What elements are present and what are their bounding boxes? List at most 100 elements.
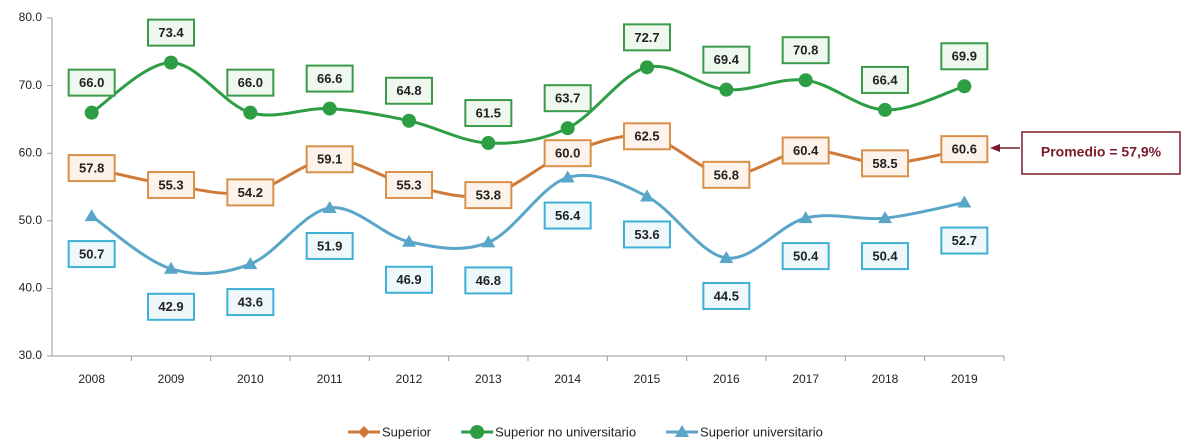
x-tick-label: 2013 [475,372,502,386]
series-line [90,61,965,145]
value-label: 64.8 [396,83,421,98]
marker [798,73,813,88]
value-label-box [940,42,989,71]
marker [243,105,258,120]
marker [481,136,496,151]
marker [164,55,178,70]
marker [243,257,258,270]
marker [164,261,178,274]
value-label: 55.3 [396,177,421,192]
value-label-box [305,64,354,93]
value-label: 69.9 [952,49,977,64]
marker [84,105,99,120]
value-label-box [226,68,275,97]
value-label-box [702,45,751,74]
annotation: Promedio = 57,9% [1041,144,1162,160]
x-tick-label: 2018 [872,372,899,386]
value-label: 62.5 [634,129,659,144]
value-label: 56.4 [555,208,581,223]
value-label: 50.4 [872,249,898,264]
value-label-box [702,160,751,189]
value-label-box [67,240,116,269]
y-tick-label: 30.0 [19,348,43,362]
value-label: 72.7 [634,30,659,45]
marker [957,195,972,208]
value-label-box [464,99,513,128]
value-label: 66.0 [79,75,104,90]
value-label: 55.3 [158,177,183,192]
legend-label: Superior no universitario [495,424,636,439]
marker [402,234,416,247]
marker [675,425,690,437]
value-label-box [861,242,909,271]
value-label-box [940,226,989,255]
value-label-box [543,201,592,230]
y-tick-label: 70.0 [19,78,43,92]
value-label: 60.4 [793,143,819,158]
marker [719,250,734,263]
value-label: 54.2 [238,185,263,200]
value-label: 58.5 [872,156,897,171]
value-label: 46.9 [396,272,421,287]
value-label-box [385,170,433,199]
x-tick-label: 2009 [158,372,185,386]
value-label: 52.7 [952,233,977,248]
x-tick-label: 2016 [713,372,740,386]
value-label-box [543,139,592,168]
value-label: 51.9 [317,238,342,253]
x-tick-label: 2014 [554,372,581,386]
value-label-box [385,76,433,105]
value-label: 60.6 [952,142,977,157]
value-label-box [305,145,354,174]
value-label-box [385,265,433,294]
value-label-box [464,181,513,210]
value-label-box [781,136,830,165]
value-label-box [226,178,275,207]
x-tick-label: 2008 [78,372,105,386]
value-label: 50.7 [79,247,104,262]
value-label-box [781,36,830,65]
value-label-box [702,281,751,310]
value-label-box [67,68,116,97]
value-label: 59.1 [317,152,342,167]
value-label-box [781,242,830,271]
x-tick-label: 2019 [951,372,978,386]
value-label: 69.4 [714,52,740,67]
value-label: 73.4 [158,25,184,40]
value-label-box [464,266,513,295]
marker [402,113,416,128]
value-label: 61.5 [476,105,501,120]
value-label-box [67,154,116,183]
value-label-box [543,84,592,113]
value-label: 66.4 [872,72,898,87]
marker [640,189,654,202]
value-label: 60.0 [555,146,580,161]
series-line [91,134,965,199]
marker [322,200,337,213]
value-label-box [623,220,671,249]
marker [798,211,813,224]
x-tick-label: 2015 [634,372,661,386]
value-label-box [147,292,195,321]
marker [84,209,99,222]
value-label: 44.5 [714,288,739,303]
value-label-box [623,122,671,151]
series-line [90,173,965,276]
marker [957,79,972,94]
x-tick-label: 2012 [396,372,423,386]
value-label-box [861,65,909,94]
marker [481,235,496,248]
value-label: 42.9 [158,299,183,314]
x-tick-label: 2017 [792,372,819,386]
y-tick-label: 80.0 [19,10,43,24]
marker [878,102,892,117]
y-tick-label: 50.0 [19,213,43,227]
y-tick-label: 60.0 [19,145,43,159]
y-tick-label: 40.0 [19,281,43,295]
value-label: 56.8 [714,167,739,182]
value-label-box [226,288,275,317]
marker [560,121,575,136]
value-label-box [940,135,989,164]
value-label: 53.8 [476,188,501,203]
